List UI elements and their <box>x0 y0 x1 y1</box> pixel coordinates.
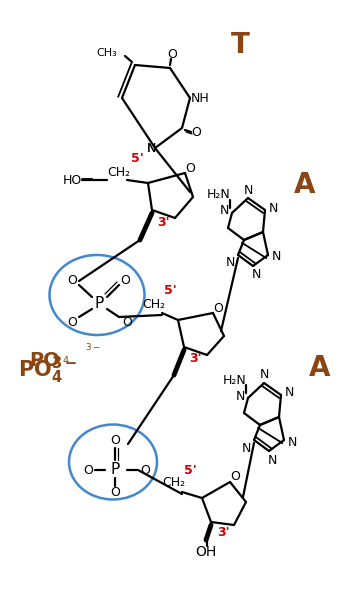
Text: O: O <box>191 126 201 139</box>
Text: N: N <box>146 142 156 155</box>
Text: 5': 5' <box>131 151 144 164</box>
Text: 5': 5' <box>164 285 176 298</box>
Text: O: O <box>67 317 77 330</box>
Text: $^{3-}$: $^{3-}$ <box>85 343 101 356</box>
Text: P: P <box>110 463 120 477</box>
Text: N: N <box>259 368 269 381</box>
Text: $\mathbf{PO_4^{3-}}$: $\mathbf{PO_4^{3-}}$ <box>18 355 77 385</box>
Text: A: A <box>309 354 331 382</box>
Text: HO: HO <box>63 174 82 187</box>
Text: O: O <box>83 464 93 477</box>
Text: O: O <box>230 470 240 483</box>
Text: 3': 3' <box>217 525 229 538</box>
Text: H₂N: H₂N <box>206 189 230 202</box>
Text: O: O <box>110 433 120 447</box>
Text: N: N <box>235 390 245 403</box>
Text: O: O <box>167 47 177 60</box>
Text: O: O <box>67 275 77 288</box>
Text: 3': 3' <box>158 216 170 229</box>
Text: CH₂: CH₂ <box>162 477 186 489</box>
Text: N: N <box>267 454 277 467</box>
Text: N: N <box>271 250 281 263</box>
Text: N: N <box>241 442 251 454</box>
Text: N: N <box>268 202 278 215</box>
Text: $_4$: $_4$ <box>62 353 70 367</box>
Text: O: O <box>213 301 223 314</box>
Text: CH₂: CH₂ <box>107 165 131 178</box>
Text: 5': 5' <box>184 464 196 477</box>
Text: O: O <box>120 275 130 288</box>
Text: O: O <box>185 161 195 174</box>
Text: N: N <box>219 205 229 218</box>
Text: N: N <box>251 269 261 282</box>
Text: N: N <box>146 142 156 155</box>
Text: O: O <box>110 486 120 499</box>
Text: T: T <box>231 31 250 59</box>
Text: 3': 3' <box>190 352 202 365</box>
Text: O: O <box>140 464 150 477</box>
Text: —: — <box>81 173 93 186</box>
Text: N: N <box>284 387 294 400</box>
Text: NH: NH <box>191 91 209 104</box>
Text: H₂N: H₂N <box>222 374 246 387</box>
Text: N: N <box>287 435 297 448</box>
Text: O: O <box>122 317 132 330</box>
Text: CH₃: CH₃ <box>96 48 117 58</box>
Text: N: N <box>225 257 235 269</box>
Text: OH: OH <box>195 545 217 559</box>
Text: N: N <box>243 183 253 196</box>
Text: A: A <box>294 171 316 199</box>
Text: P: P <box>94 295 104 311</box>
Text: CH₂: CH₂ <box>142 298 166 311</box>
Text: PO: PO <box>29 350 60 369</box>
